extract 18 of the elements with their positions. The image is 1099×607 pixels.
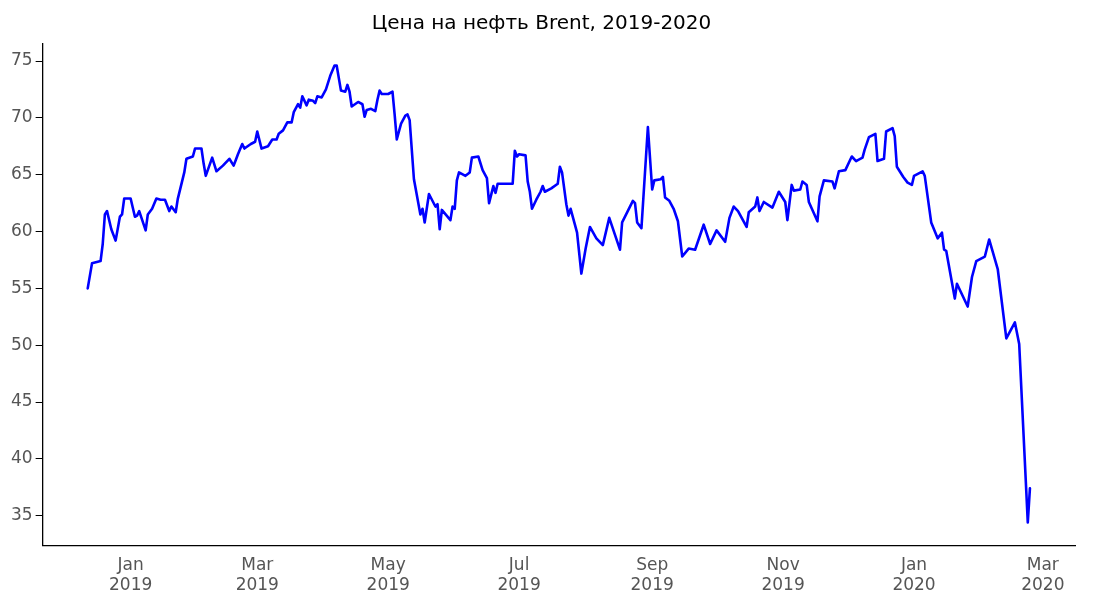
y-tick-label: 65	[10, 163, 33, 184]
x-tick-label: May 2019	[366, 553, 410, 595]
y-tick-label: 45	[10, 390, 33, 411]
y-tick-label: 60	[10, 219, 33, 240]
x-tick-label: Jul 2019	[497, 553, 541, 595]
chart-title: Цена на нефть Brent, 2019-2020	[371, 10, 712, 35]
y-tick-label: 70	[10, 106, 33, 127]
y-tick-label: 55	[10, 276, 33, 297]
y-tick-label: 75	[10, 49, 33, 70]
y-tick-label: 35	[10, 504, 33, 525]
y-tick-label: 40	[10, 447, 33, 468]
x-tick-label: Nov 2019	[761, 553, 805, 595]
x-tick-label: Mar 2020	[1021, 553, 1065, 595]
x-tick-label: Sep 2019	[630, 553, 674, 595]
y-tick-label: 50	[10, 333, 33, 354]
x-tick-label: Jan 2019	[109, 553, 153, 595]
x-tick-label: Mar 2019	[235, 553, 279, 595]
x-tick-label: Jan 2020	[892, 553, 936, 595]
